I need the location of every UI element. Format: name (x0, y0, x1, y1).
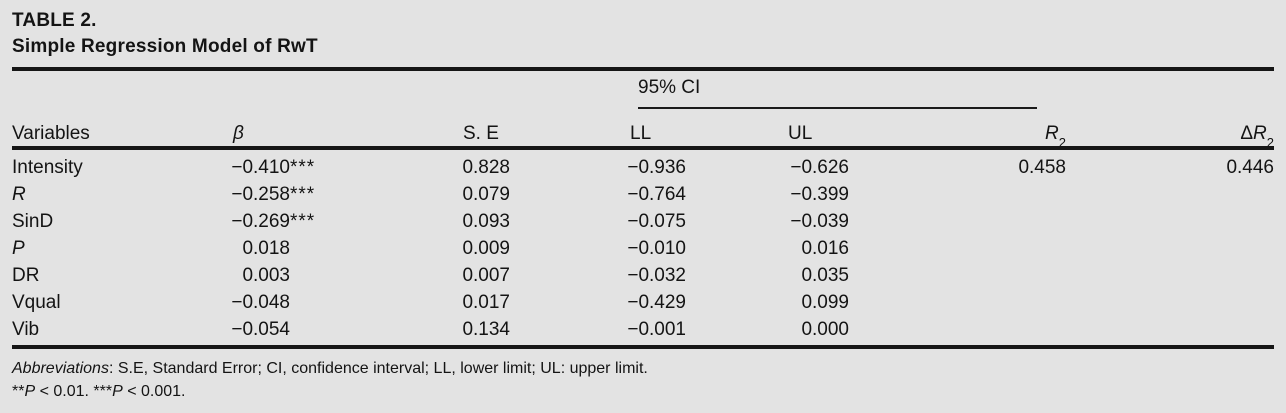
cell-r2 (928, 289, 1066, 316)
cell-ll: −0.010 (627, 238, 686, 259)
abbreviations-note: Abbreviations: S.E, Standard Error; CI, … (12, 360, 648, 377)
cell-delta-r2 (1066, 235, 1274, 262)
ci-spanner-label: 95% CI (638, 77, 1037, 109)
cell-delta-r2 (1066, 289, 1274, 316)
cell-ul: 0.099 (801, 292, 849, 313)
cell-ul: 0.035 (801, 265, 849, 286)
cell-ul: −0.626 (790, 157, 849, 178)
table-title: Simple Regression Model of RwT (12, 36, 318, 57)
ci-spanner-cell: 95% CI (613, 71, 1066, 109)
cell-r2 (928, 262, 1066, 289)
cell-beta: −0.269*** (231, 211, 316, 232)
cell-ul: −0.399 (790, 184, 849, 205)
cell-beta: −0.258*** (231, 184, 316, 205)
cell-se: 0.134 (462, 319, 510, 340)
column-header-se: S. E (463, 123, 499, 144)
column-header-ll: LL (630, 123, 652, 144)
significance-note: **P < 0.01. ***P < 0.001. (12, 383, 186, 400)
table-label: TABLE 2. (12, 10, 97, 31)
cell-se: 0.017 (462, 292, 510, 313)
cell-delta-r2: 0.446 (1226, 157, 1274, 178)
cell-ul: 0.016 (801, 238, 849, 259)
table-title-block: TABLE 2. Simple Regression Model of RwT (12, 8, 1274, 71)
row-label: Vqual (12, 292, 61, 313)
cell-delta-r2 (1066, 316, 1274, 343)
significance-stars: *** (290, 211, 316, 232)
row-label: DR (12, 265, 40, 286)
column-header-beta: β (233, 123, 244, 144)
cell-se: 0.007 (462, 265, 510, 286)
table-body: Intensity −0.410*** 0.828 −0.936 −0.626 … (12, 150, 1274, 349)
cell-se: 0.093 (462, 211, 510, 232)
cell-r2 (928, 181, 1066, 208)
significance-stars: *** (290, 184, 316, 205)
row-label: R (12, 184, 26, 205)
cell-se: 0.828 (462, 157, 510, 178)
row-label: SinD (12, 211, 54, 232)
row-label: Vib (12, 319, 40, 340)
row-label: Intensity (12, 157, 83, 178)
cell-ul: −0.039 (790, 211, 849, 232)
cell-r2 (928, 208, 1066, 235)
cell-ll: −0.936 (627, 157, 686, 178)
significance-stars: *** (290, 157, 316, 178)
cell-ll: −0.001 (627, 319, 686, 340)
cell-r2 (928, 316, 1066, 343)
cell-se: 0.009 (462, 238, 510, 259)
cell-r2 (928, 235, 1066, 262)
table-footnotes: Abbreviations: S.E, Standard Error; CI, … (12, 349, 1274, 403)
cell-beta: −0.048 (231, 292, 290, 313)
cell-ll: −0.032 (627, 265, 686, 286)
cell-delta-r2 (1066, 181, 1274, 208)
row-label: P (12, 238, 25, 259)
cell-ul: 0.000 (801, 319, 849, 340)
cell-delta-r2 (1066, 262, 1274, 289)
cell-r2: 0.458 (1018, 157, 1066, 178)
cell-beta: −0.054 (231, 319, 290, 340)
cell-beta: 0.003 (242, 265, 290, 286)
column-header-ul: UL (788, 123, 813, 144)
cell-beta: −0.410*** (231, 157, 316, 178)
cell-ll: −0.075 (627, 211, 686, 232)
cell-ll: −0.429 (627, 292, 686, 313)
cell-delta-r2 (1066, 208, 1274, 235)
cell-se: 0.079 (462, 184, 510, 205)
cell-beta: 0.018 (242, 238, 290, 259)
column-header-variables: Variables (12, 123, 90, 144)
cell-ll: −0.764 (627, 184, 686, 205)
